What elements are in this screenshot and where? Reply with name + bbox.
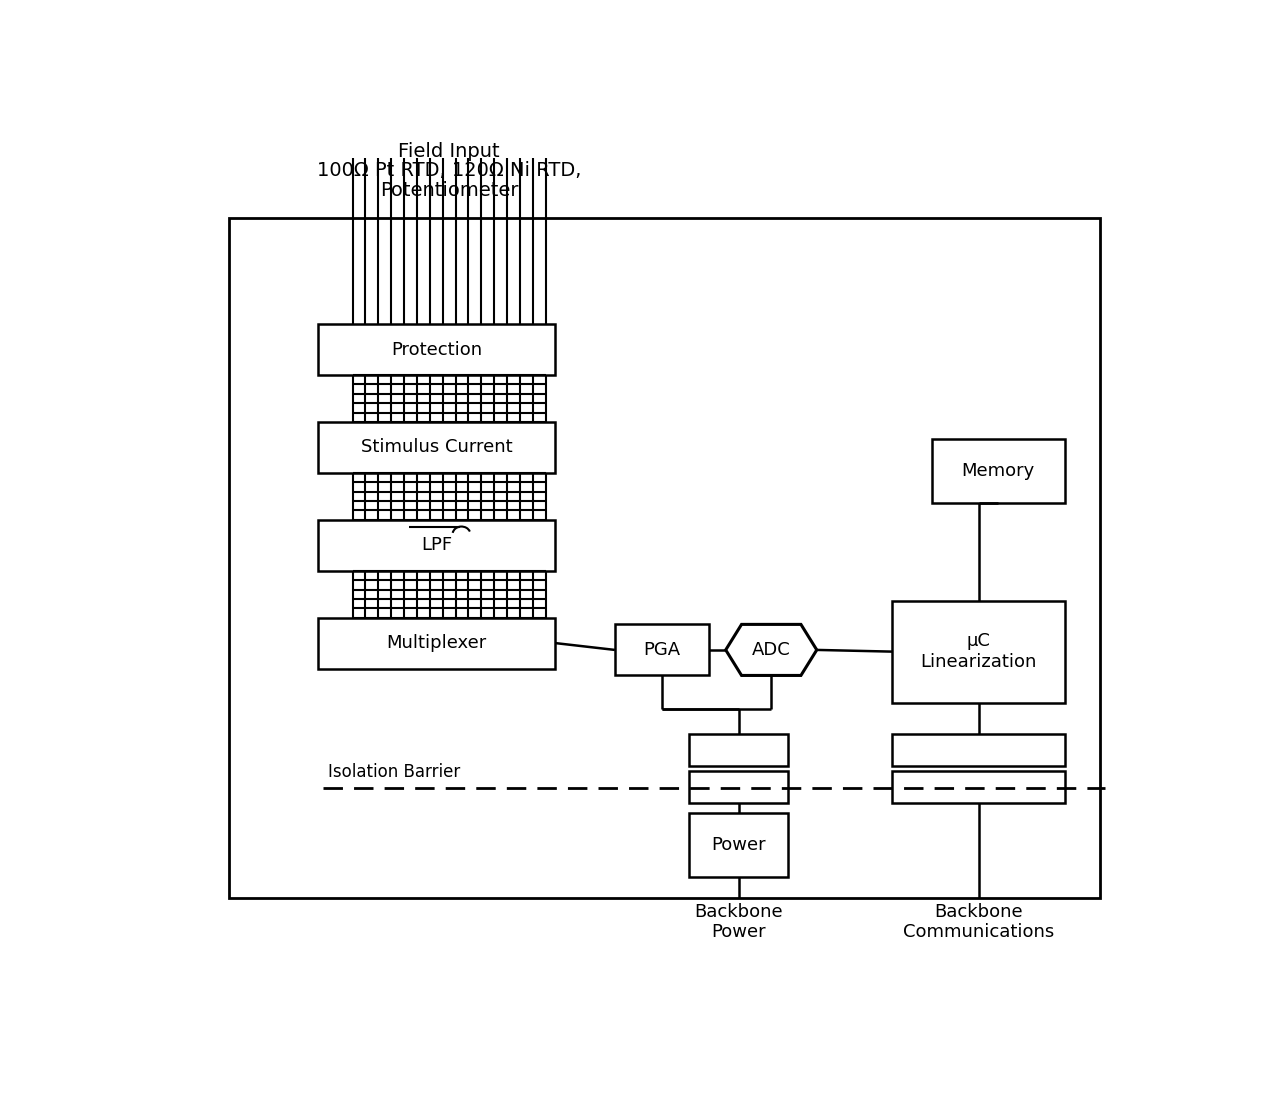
Text: Isolation Barrier: Isolation Barrier [328, 762, 460, 781]
FancyBboxPatch shape [318, 519, 555, 571]
Text: μC
Linearization: μC Linearization [921, 632, 1037, 671]
FancyBboxPatch shape [318, 618, 555, 669]
Polygon shape [725, 624, 817, 675]
FancyBboxPatch shape [318, 324, 555, 375]
Text: Potentiometer: Potentiometer [379, 181, 518, 200]
FancyBboxPatch shape [932, 439, 1065, 503]
Text: Power: Power [711, 836, 766, 854]
FancyBboxPatch shape [318, 422, 555, 473]
FancyBboxPatch shape [690, 734, 788, 767]
Text: PGA: PGA [644, 641, 681, 659]
Text: Stimulus Current: Stimulus Current [361, 439, 512, 456]
Text: ADC: ADC [752, 641, 790, 659]
FancyBboxPatch shape [690, 813, 788, 877]
Text: 100Ω Pt RTD, 120Ω Ni RTD,: 100Ω Pt RTD, 120Ω Ni RTD, [317, 161, 581, 180]
Text: Backbone
Power: Backbone Power [695, 903, 783, 941]
FancyBboxPatch shape [690, 771, 788, 803]
Text: Multiplexer: Multiplexer [387, 634, 487, 652]
Text: Memory: Memory [962, 462, 1034, 480]
Text: Protection: Protection [391, 340, 483, 358]
FancyBboxPatch shape [229, 218, 1099, 898]
Text: Field Input: Field Input [398, 141, 499, 161]
Text: Backbone
Communications: Backbone Communications [903, 903, 1055, 941]
FancyBboxPatch shape [891, 601, 1065, 703]
Text: LPF: LPF [421, 536, 452, 555]
FancyBboxPatch shape [616, 624, 709, 675]
FancyBboxPatch shape [891, 734, 1065, 767]
FancyBboxPatch shape [891, 771, 1065, 803]
